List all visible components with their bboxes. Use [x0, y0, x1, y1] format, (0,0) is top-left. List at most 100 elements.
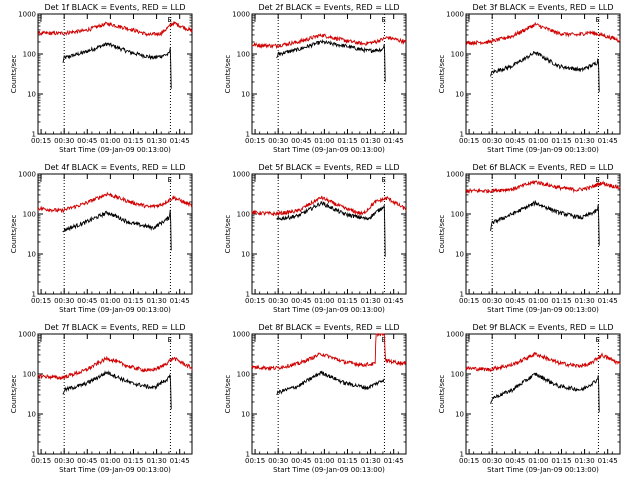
y-tick-label: 1 — [32, 131, 36, 139]
y-tick-label: 100 — [237, 51, 250, 59]
y-tick-label: 100 — [237, 371, 250, 379]
chart-panel-2: Det 2f BLACK = Events, RED = LLD 1 10 100 10… — [224, 3, 407, 154]
chart-title: Det 4f BLACK = Events, RED = LLD — [44, 163, 185, 172]
y-axis-label: Counts/sec — [438, 55, 446, 94]
y-tick-label: 100 — [237, 211, 250, 219]
series-line-events — [276, 370, 385, 396]
x-tick-label: 00:45 — [77, 457, 97, 465]
y-tick-label: 1 — [246, 131, 250, 139]
series-line-events — [276, 201, 386, 257]
chart-panel-1: Det 1f BLACK = Events, RED = LLD 1 10 100 10… — [10, 3, 193, 154]
x-tick-label: 01:30 — [360, 457, 380, 465]
x-tick-label: 00:45 — [505, 137, 525, 145]
x-tick-label: 00:15 — [245, 137, 265, 145]
marker-label: E — [595, 16, 599, 24]
x-tick-label: 01:15 — [337, 137, 357, 145]
x-tick-label: 01:00 — [314, 457, 334, 465]
x-tick-label: 01:45 — [384, 457, 404, 465]
plot-frame — [37, 173, 193, 295]
x-tick-label: 00:45 — [505, 297, 525, 305]
x-tick-label: 00:30 — [268, 137, 288, 145]
x-axis-label: Start Time (09-Jan-09 00:13:00) — [59, 306, 171, 314]
x-tick-label: 01:00 — [314, 137, 334, 145]
x-tick-label: 01:45 — [170, 297, 190, 305]
chart-title: Det 9f BLACK = Events, RED = LLD — [472, 323, 613, 332]
marker-label: E — [595, 176, 599, 184]
x-tick-label: 01:30 — [146, 457, 166, 465]
y-tick-label: 1000 — [232, 11, 250, 19]
x-tick-label: 01:45 — [598, 297, 618, 305]
y-tick-label: 1000 — [18, 331, 36, 339]
x-tick-label: 00:45 — [505, 457, 525, 465]
x-tick-label: 01:15 — [337, 457, 357, 465]
x-tick-label: 01:00 — [100, 457, 120, 465]
y-tick-label: 10 — [455, 251, 464, 259]
series-line-lld — [251, 195, 407, 217]
chart-title: Det 8f BLACK = Events, RED = LLD — [258, 323, 399, 332]
series-line-events — [490, 50, 600, 93]
x-tick-label: 01:45 — [598, 137, 618, 145]
x-tick-label: 01:15 — [123, 297, 143, 305]
y-tick-label: 1000 — [446, 11, 464, 19]
x-tick-label: 00:45 — [291, 457, 311, 465]
series-line-lld — [37, 191, 193, 214]
chart-title: Det 2f BLACK = Events, RED = LLD — [258, 3, 399, 12]
x-tick-label: 01:45 — [384, 297, 404, 305]
marker-label: E — [167, 16, 171, 24]
x-tick-label: 01:00 — [528, 297, 548, 305]
x-tick-label: 00:15 — [245, 457, 265, 465]
x-tick-label: 01:30 — [574, 457, 594, 465]
y-tick-label: 100 — [451, 211, 464, 219]
x-tick-label: 01:00 — [100, 137, 120, 145]
x-tick-label: 00:30 — [268, 457, 288, 465]
chart-panel-5: Det 5f BLACK = Events, RED = LLD 1 10 100 10… — [224, 163, 407, 314]
y-tick-label: 100 — [23, 51, 36, 59]
plot-frame — [251, 13, 407, 135]
series-line-lld — [38, 21, 193, 37]
x-axis-label: Start Time (09-Jan-09 00:13:00) — [273, 306, 385, 314]
y-axis-label: Counts/sec — [224, 215, 232, 254]
series-line-lld — [465, 179, 621, 194]
series-line-lld — [251, 333, 407, 372]
y-tick-label: 100 — [23, 211, 36, 219]
x-tick-label: 00:30 — [482, 137, 502, 145]
x-tick-label: 01:00 — [528, 457, 548, 465]
x-axis-label: Start Time (09-Jan-09 00:13:00) — [487, 466, 599, 474]
x-tick-label: 00:45 — [291, 137, 311, 145]
y-tick-label: 1 — [32, 451, 36, 459]
marker-label: E — [167, 176, 171, 184]
x-axis-label: Start Time (09-Jan-09 00:13:00) — [487, 146, 599, 154]
x-tick-label: 01:15 — [551, 457, 571, 465]
plot-frame — [37, 333, 193, 455]
chart-panel-9: Det 9f BLACK = Events, RED = LLD 1 10 100 10… — [438, 323, 621, 474]
x-tick-label: 00:45 — [291, 297, 311, 305]
series-line-lld — [465, 351, 621, 373]
x-tick-label: 00:15 — [245, 297, 265, 305]
y-tick-label: 1 — [32, 291, 36, 299]
marker-label: E — [381, 336, 385, 344]
y-tick-label: 10 — [241, 411, 250, 419]
chart-title: Det 7f BLACK = Events, RED = LLD — [44, 323, 185, 332]
y-tick-label: 10 — [27, 411, 36, 419]
y-tick-label: 10 — [455, 411, 464, 419]
plot-frame — [251, 333, 407, 455]
x-tick-label: 01:30 — [360, 137, 380, 145]
y-axis-label: Counts/sec — [438, 375, 446, 414]
x-tick-label: 01:45 — [170, 457, 190, 465]
x-tick-label: 01:45 — [384, 137, 404, 145]
y-tick-label: 10 — [27, 251, 36, 259]
x-tick-label: 00:15 — [31, 297, 51, 305]
y-tick-label: 1 — [460, 451, 464, 459]
chart-title: Det 6f BLACK = Events, RED = LLD — [472, 163, 613, 172]
y-axis-label: Counts/sec — [10, 215, 18, 254]
x-tick-label: 01:30 — [146, 137, 166, 145]
x-tick-label: 01:30 — [146, 297, 166, 305]
y-tick-label: 1 — [246, 291, 250, 299]
y-tick-label: 1000 — [18, 171, 36, 179]
y-tick-label: 10 — [455, 91, 464, 99]
y-tick-label: 100 — [451, 51, 464, 59]
series-line-events — [490, 199, 600, 246]
y-tick-label: 100 — [23, 371, 36, 379]
marker-label: E — [381, 176, 385, 184]
